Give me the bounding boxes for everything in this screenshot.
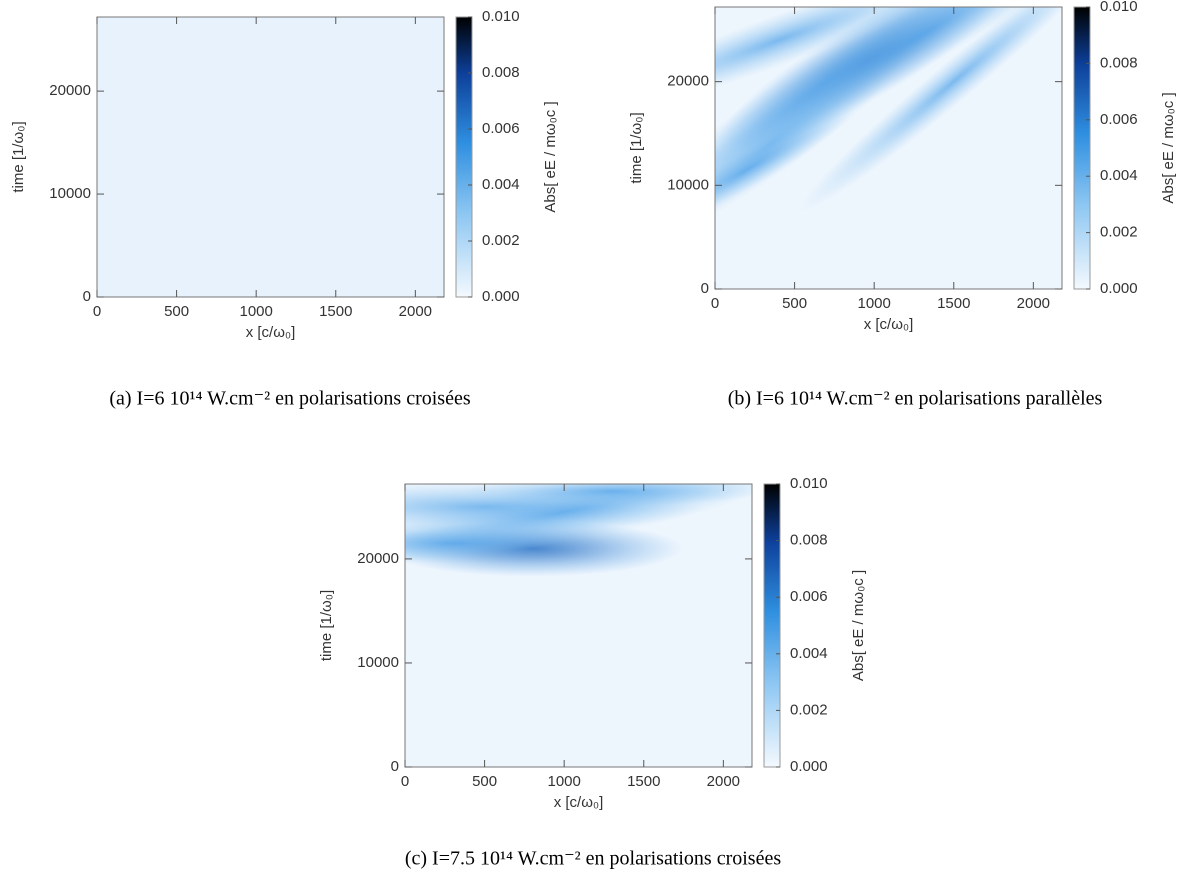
y-tick-label: 0 [701,280,709,297]
colorbar-tick-label: 0.008 [790,532,828,549]
colorbar-tick-label: 0.008 [1100,54,1138,71]
colorbar [455,16,473,298]
x-axis-label: x [c/ω₀] [864,316,914,333]
heatmap-texture [715,107,852,232]
colorbar-tick-label: 0.004 [1100,167,1138,184]
colorbar [763,483,781,768]
plot-frame [96,16,445,298]
x-tick-label: 0 [93,303,101,320]
colorbar-tick-label: 0.010 [482,8,520,25]
y-tick-label: 0 [391,758,399,775]
y-tick-label: 0 [83,288,91,305]
heatmap-texture [715,7,1062,168]
y-tick-label: 20000 [49,82,91,99]
x-tick-label: 1500 [937,295,970,312]
heatmap-texture [715,7,967,113]
x-axis-label: x [c/ω₀] [246,324,296,341]
x-axis-label: x [c/ω₀] [554,794,604,811]
colorbar-tick-label: 0.002 [482,232,520,249]
heatmap-texture [405,523,603,564]
y-axis-label: time [1/ω₀] [628,112,645,183]
x-tick-label: 2000 [399,303,432,320]
colorbar-tick-label: 0.002 [790,701,828,718]
colorbar-tick-label: 0.010 [1100,0,1138,15]
x-tick-label: 1000 [547,773,580,790]
caption: (a) I=6 10¹⁴ W.cm⁻² en polarisations cro… [109,388,470,410]
x-tick-label: 2000 [1017,295,1050,312]
y-tick-label: 20000 [667,73,709,90]
heatmap-texture [800,7,1062,212]
colorbar-tick-label: 0.004 [482,176,520,193]
colorbar-tick-label: 0.002 [1100,224,1138,241]
y-tick-label: 10000 [667,176,709,193]
x-tick-label: 1000 [857,295,890,312]
y-axis-label: time [1/ω₀] [318,590,335,661]
x-tick-label: 500 [782,295,807,312]
heatmap [405,484,752,767]
heatmap-bg [97,17,444,297]
heatmap [715,7,1062,289]
plot-frame [714,6,1063,290]
x-tick-label: 0 [401,773,409,790]
x-tick-label: 2000 [707,773,740,790]
colorbar-tick-label: 0.006 [790,588,828,605]
heatmap [97,17,444,297]
y-tick-label: 20000 [357,550,399,567]
colorbar-tick-label: 0.006 [482,120,520,137]
colorbar-tick-label: 0.000 [1100,280,1138,297]
heatmap-texture [461,484,752,507]
y-tick-label: 10000 [49,185,91,202]
x-tick-label: 500 [472,773,497,790]
colorbar-label: Abs[ eE / mω₀c ] [850,570,867,681]
caption: (b) I=6 10¹⁴ W.cm⁻² en polarisations par… [728,388,1103,410]
colorbar [1073,6,1091,290]
colorbar-tick-label: 0.006 [1100,111,1138,128]
y-axis-label: time [1/ω₀] [10,121,27,192]
colorbar-label: Abs[ eE / mω₀c ] [1160,92,1177,203]
colorbar-tick-label: 0.000 [790,758,828,775]
colorbar-tick-label: 0.000 [482,288,520,305]
x-tick-label: 500 [164,303,189,320]
x-tick-label: 1000 [239,303,272,320]
x-tick-label: 0 [711,295,719,312]
x-tick-label: 1500 [627,773,660,790]
colorbar-tick-label: 0.008 [482,64,520,81]
colorbar-tick-label: 0.004 [790,645,828,662]
caption: (c) I=7.5 10¹⁴ W.cm⁻² en polarisations c… [405,848,781,870]
x-tick-label: 1500 [319,303,352,320]
y-tick-label: 10000 [357,654,399,671]
colorbar-label: Abs[ eE / mω₀c ] [542,101,559,212]
colorbar-tick-label: 0.010 [790,475,828,492]
plot-frame [404,483,753,768]
